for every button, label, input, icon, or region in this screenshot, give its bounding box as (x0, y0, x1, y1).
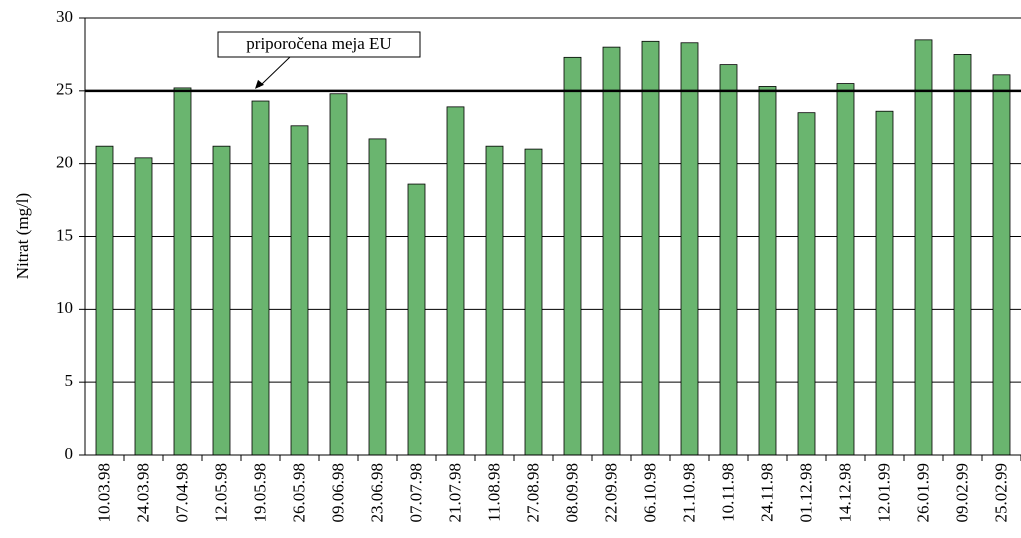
bar (680, 42, 699, 456)
y-tick-label: 10 (56, 298, 73, 317)
x-tick-label: 19.05.98 (250, 463, 269, 523)
y-tick-label: 0 (65, 444, 74, 463)
y-tick-label: 25 (56, 80, 73, 99)
reference-label: priporočena meja EU (246, 34, 391, 53)
annotation-box (217, 31, 421, 58)
x-tick-label: 10.11.98 (718, 463, 737, 522)
bar (290, 125, 309, 456)
y-axis-label: Nitrat (mg/l) (13, 193, 32, 279)
x-tick-label: 08.09.98 (562, 463, 581, 523)
bar (992, 74, 1011, 456)
bar (329, 93, 348, 456)
x-tick-label: 26.01.99 (913, 463, 932, 523)
x-tick-label: 09.02.99 (952, 463, 971, 523)
y-tick-label: 15 (56, 225, 73, 244)
x-tick-label: 12.05.98 (211, 463, 230, 523)
x-tick-label: 22.09.98 (601, 463, 620, 523)
bar (758, 86, 777, 456)
x-tick-label: 27.08.98 (523, 463, 542, 523)
bar (95, 145, 114, 456)
y-tick-label: 20 (56, 153, 73, 172)
bar (563, 56, 582, 456)
x-tick-label: 24.03.98 (133, 463, 152, 523)
x-tick-label: 06.10.98 (640, 463, 659, 523)
bar (953, 54, 972, 456)
x-tick-label: 10.03.98 (94, 463, 113, 523)
y-tick-label: 30 (56, 7, 73, 26)
bar (368, 138, 387, 456)
x-tick-label: 11.08.98 (484, 463, 503, 522)
x-tick-label: 21.10.98 (679, 463, 698, 523)
bar (173, 87, 192, 456)
x-tick-label: 12.01.99 (874, 463, 893, 523)
x-tick-label: 07.07.98 (406, 463, 425, 523)
x-tick-label: 23.06.98 (367, 463, 386, 523)
bar (836, 83, 855, 456)
x-tick-label: 26.05.98 (289, 463, 308, 523)
bar (602, 46, 621, 456)
bar (407, 183, 426, 456)
x-tick-label: 21.07.98 (445, 463, 464, 523)
y-tick-label: 5 (65, 371, 74, 390)
x-tick-label: 07.04.98 (172, 463, 191, 523)
bar (914, 39, 933, 456)
annotation-arrow (258, 56, 291, 88)
bar (524, 148, 543, 456)
x-tick-label: 14.12.98 (835, 463, 854, 523)
bar (212, 145, 231, 456)
bar (797, 112, 816, 456)
bar (251, 100, 270, 456)
bar (719, 64, 738, 456)
arrow-head (255, 79, 264, 89)
bar (446, 106, 465, 456)
bar (875, 110, 894, 456)
bar (485, 145, 504, 456)
bar (641, 40, 660, 456)
x-tick-label: 01.12.98 (796, 463, 815, 523)
x-tick-label: 24.11.98 (757, 463, 776, 522)
x-tick-label: 09.06.98 (328, 463, 347, 523)
x-tick-label: 25.02.99 (991, 463, 1010, 523)
bar (134, 157, 153, 456)
